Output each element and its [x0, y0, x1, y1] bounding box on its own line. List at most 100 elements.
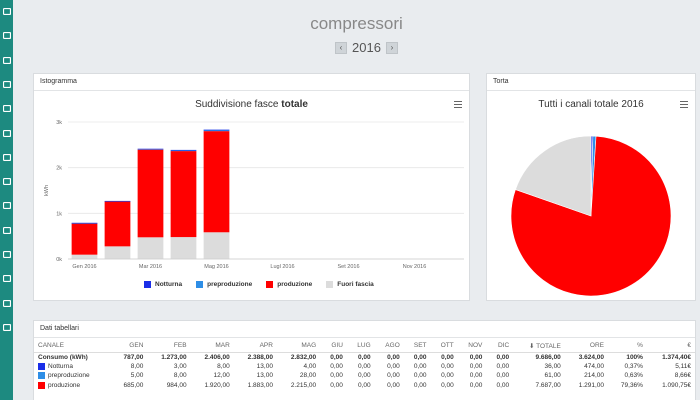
- column-header-nov[interactable]: NOV: [457, 340, 487, 353]
- image-icon[interactable]: [2, 226, 11, 234]
- factory-icon[interactable]: [2, 202, 11, 210]
- image-icon[interactable]: [2, 251, 11, 258]
- torta-panel-title: Torta: [487, 74, 695, 91]
- grid-icon[interactable]: [2, 80, 11, 88]
- column-header-lug[interactable]: LUG: [346, 340, 375, 353]
- pencil-icon[interactable]: [2, 275, 11, 283]
- table-cell: 1.374,40€: [662, 353, 691, 361]
- table-cell: 0,00: [357, 381, 371, 389]
- bar-segment-preproduzione[interactable]: [137, 149, 164, 150]
- next-year-button[interactable]: ›: [385, 41, 398, 54]
- column-header-canale[interactable]: CANALE: [34, 340, 112, 353]
- row-label: preproduzione: [34, 371, 111, 381]
- money-icon[interactable]: [2, 129, 11, 137]
- bar-segment-produzione[interactable]: [170, 151, 197, 238]
- table-cell: 1.090,75€: [662, 381, 691, 389]
- table-cell: 8,00: [173, 372, 187, 380]
- row-label: produzione: [34, 381, 111, 391]
- bar-segment-produzione[interactable]: [104, 201, 131, 247]
- column-header-gen[interactable]: GEN: [111, 340, 148, 353]
- table-cell: 0,00: [387, 353, 400, 361]
- bar-segment-fuori-fascia[interactable]: [203, 232, 230, 259]
- column-header-ore[interactable]: ORE: [564, 340, 608, 353]
- table-cell: 0,00: [413, 362, 427, 370]
- bar-segment-fuori-fascia[interactable]: [170, 237, 197, 259]
- monitor-icon[interactable]: [2, 32, 11, 40]
- bar-segment-preproduzione[interactable]: [71, 223, 98, 224]
- table-cell: 12,00: [213, 372, 230, 380]
- column-header-mag[interactable]: MAG: [276, 340, 321, 353]
- bar-chart-title: Suddivisione fasce totale: [34, 99, 469, 110]
- power-icon[interactable]: [2, 323, 11, 331]
- money-icon[interactable]: [2, 105, 11, 113]
- table-cell: 1.291,00: [578, 381, 604, 389]
- table-cell: 0,00: [469, 372, 483, 380]
- bar-segment-produzione[interactable]: [71, 223, 98, 255]
- table-cell: 61,00: [544, 372, 561, 380]
- upload-icon[interactable]: [2, 153, 11, 161]
- data-table: CANALE GEN FEB MAR APR MAG GIU LUG AGO SET OTT NOV D…: [34, 340, 695, 390]
- bar-segment-notturna[interactable]: [104, 200, 131, 202]
- bar-segment-fuori-fascia[interactable]: [71, 254, 98, 259]
- table-cell: 7.687,00: [535, 381, 561, 389]
- y-tick-label: 1k: [56, 211, 62, 217]
- legend-label: preproduzione: [207, 281, 253, 288]
- legend-item-notturna[interactable]: Notturna: [144, 281, 182, 288]
- table-cell: 13,00: [256, 372, 273, 380]
- column-header-set[interactable]: SET: [403, 340, 431, 353]
- bar-segment-notturna[interactable]: [203, 129, 230, 131]
- table-cell: 0,00: [330, 362, 343, 370]
- bar-segment-notturna[interactable]: [170, 149, 197, 151]
- column-header-dic[interactable]: DIC: [486, 340, 514, 353]
- page-title: compressori: [310, 14, 403, 33]
- pie-chart-menu-icon[interactable]: [680, 101, 688, 109]
- column-header-apr[interactable]: APR: [233, 340, 277, 353]
- table-cell: 0,00: [387, 362, 400, 370]
- legend-item-fuori-fascia[interactable]: Fuori fascia: [326, 281, 374, 288]
- column-header-%[interactable]: %: [608, 340, 647, 353]
- user-icon[interactable]: [2, 178, 11, 186]
- table-cell: 8,00: [130, 362, 144, 370]
- column-header-totale[interactable]: ⬇ TOTALE: [513, 340, 565, 353]
- column-header-ott[interactable]: OTT: [430, 340, 458, 353]
- column-header-feb[interactable]: FEB: [147, 340, 191, 353]
- legend-swatch: [144, 281, 151, 288]
- table-row: produzione 685,00 984,00 1.920,00 1.883,00 2.…: [34, 381, 695, 391]
- legend-swatch: [326, 281, 334, 288]
- bar-segment-preproduzione[interactable]: [170, 150, 197, 152]
- table-cell: 1.883,00: [247, 381, 273, 389]
- bar-segment-produzione[interactable]: [203, 131, 230, 233]
- table-cell: 0,00: [496, 353, 510, 361]
- dashboard-icon[interactable]: [2, 8, 11, 15]
- table-cell: 0,00: [357, 362, 371, 370]
- bar-chart-menu-icon[interactable]: [454, 101, 462, 109]
- bar-segment-preproduzione[interactable]: [203, 129, 230, 132]
- pie-slice-fuori-fascia[interactable]: [515, 135, 592, 217]
- bar-segment-notturna[interactable]: [71, 222, 98, 224]
- table-cell: 0,00: [441, 353, 454, 361]
- column-header-giu[interactable]: GIU: [320, 340, 347, 353]
- column-header-mar[interactable]: MAR: [190, 340, 234, 353]
- bar-chart-legend: Notturna preproduzione produzione Fuori fas…: [144, 281, 374, 288]
- legend-item-preproduzione[interactable]: preproduzione: [196, 281, 252, 288]
- column-header-€[interactable]: €: [646, 340, 695, 353]
- bar-segment-fuori-fascia[interactable]: [137, 237, 164, 259]
- table-row: preproduzione 5,00 8,00 12,00 13,00 28,00 0,00…: [34, 371, 695, 381]
- prev-year-button[interactable]: ‹: [335, 41, 347, 54]
- bar-chart-title-bold: totale: [281, 99, 308, 110]
- pie-chart: [510, 135, 672, 297]
- list-icon[interactable]: [2, 56, 11, 64]
- image-icon[interactable]: [2, 299, 11, 307]
- y-tick-label: 3k: [56, 120, 62, 126]
- bar-segment-notturna[interactable]: [137, 148, 164, 150]
- row-label: Consumo (kWh): [38, 353, 88, 361]
- column-header-ago[interactable]: AGO: [374, 340, 404, 353]
- row-color-swatch: [38, 362, 45, 370]
- bar-segment-produzione[interactable]: [137, 149, 164, 238]
- legend-item-produzione[interactable]: produzione: [266, 281, 312, 288]
- x-tick-label: Lugl 2016: [270, 264, 294, 270]
- table-cell: 0,00: [496, 372, 510, 380]
- row-label: Notturna: [34, 362, 111, 372]
- table-cell: 0,00: [387, 372, 400, 380]
- bar-segment-fuori-fascia[interactable]: [104, 246, 131, 259]
